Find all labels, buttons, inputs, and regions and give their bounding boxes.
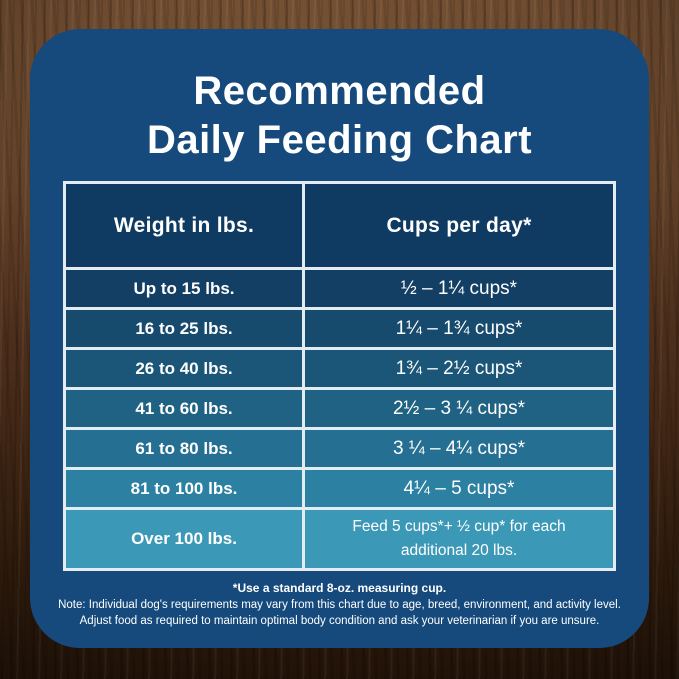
page-title-line1: Recommended	[193, 69, 486, 113]
table-cell-weight: Up to 15 lbs.	[66, 270, 302, 307]
table-cell-weight: 61 to 80 lbs.	[66, 430, 302, 467]
page-title-line2: Daily Feeding Chart	[146, 118, 533, 162]
column-header-weight: Weight in lbs.	[66, 184, 302, 267]
footnote-note-line2: Adjust food as required to maintain opti…	[79, 615, 600, 627]
table-cell-cups: Feed 5 cups*+ ½ cup* for each additional…	[305, 510, 613, 568]
table-cell-weight: 26 to 40 lbs.	[66, 350, 302, 387]
page-title: Recommended Daily Feeding Chart	[30, 67, 649, 165]
table-cell-cups: ½ – 1¼ cups*	[305, 270, 613, 307]
table-cell-weight: 81 to 100 lbs.	[66, 470, 302, 507]
feeding-table: Weight in lbs. Cups per day* Up to 15 lb…	[63, 181, 616, 571]
table-cell-cups: 2½ – 3 ¼ cups*	[305, 390, 613, 427]
table-cell-weight: Over 100 lbs.	[66, 510, 302, 568]
table-cell-cups: 1¼ – 1¾ cups*	[305, 310, 613, 347]
table-cell-cups: 4¼ – 5 cups*	[305, 470, 613, 507]
feeding-chart-panel: Recommended Daily Feeding Chart Weight i…	[30, 29, 649, 648]
table-cell-weight: 16 to 25 lbs.	[66, 310, 302, 347]
table-cell-cups: 1¾ – 2½ cups*	[305, 350, 613, 387]
table-cell-weight: 41 to 60 lbs.	[66, 390, 302, 427]
footnote-measuring-cup: *Use a standard 8-oz. measuring cup.	[232, 581, 447, 595]
footnotes: *Use a standard 8-oz. measuring cup. Not…	[30, 580, 649, 630]
footnote-note-line1: Note: Individual dog's requirements may …	[58, 598, 621, 611]
table-cell-cups: 3 ¼ – 4¼ cups*	[305, 430, 613, 467]
column-header-cups: Cups per day*	[305, 184, 613, 267]
